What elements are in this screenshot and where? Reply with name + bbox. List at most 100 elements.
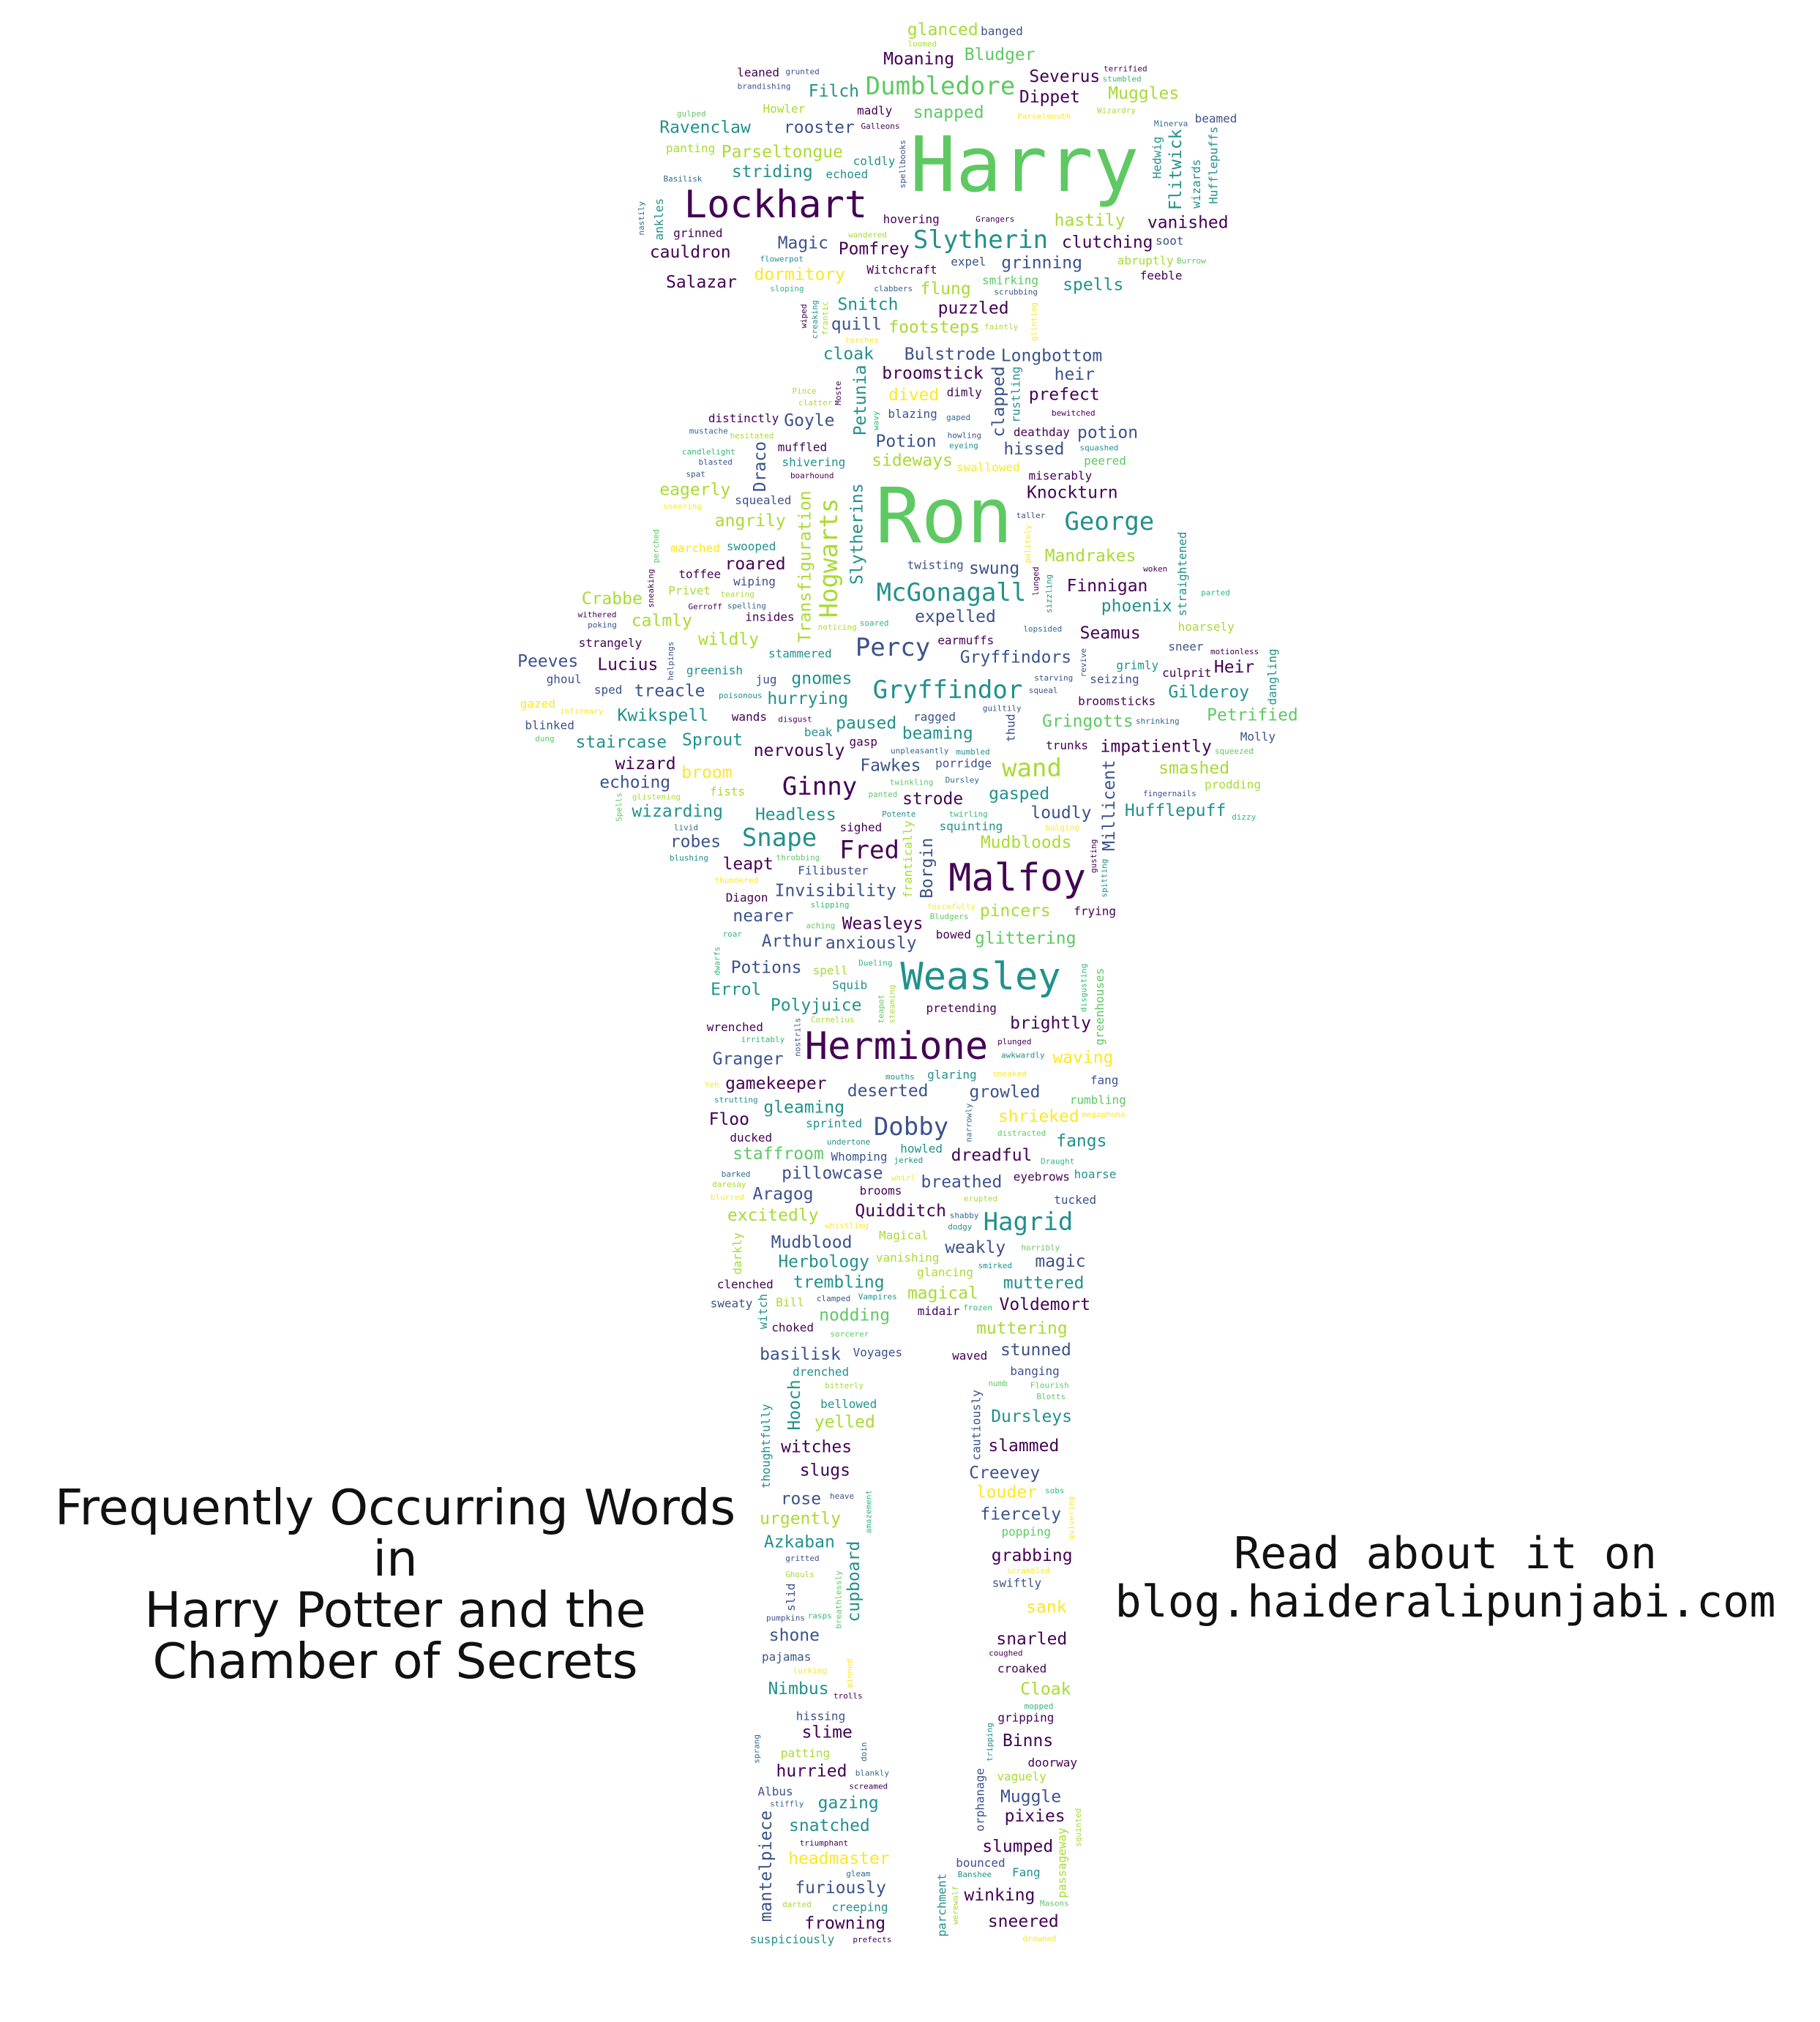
- cloud-word: vanished: [1147, 214, 1229, 233]
- cloud-word-small: strutting: [714, 1095, 758, 1104]
- cloud-word: marched: [670, 541, 719, 555]
- cloud-word: rustling: [1009, 367, 1023, 423]
- cloud-word: wizard: [615, 754, 675, 774]
- cloud-word-small: Yeh: [705, 1080, 719, 1090]
- cloud-word-small: nostrils: [793, 1018, 802, 1057]
- cloud-word: Errol: [711, 981, 761, 1000]
- cloud-word-small: throbbing: [776, 853, 820, 863]
- cloud-word: spells: [1063, 275, 1123, 294]
- cloud-word-small: parted: [1201, 588, 1230, 598]
- cloud-word: Harry: [910, 120, 1139, 209]
- cloud-word-small: mustache: [689, 427, 728, 436]
- cloud-word-small: awkwardly: [1001, 1050, 1045, 1060]
- cloud-word: Flitwick: [1166, 129, 1186, 210]
- cloud-word-small: wandered: [848, 230, 887, 239]
- cloud-word: pretending: [926, 1001, 997, 1015]
- cloud-word: spell: [813, 964, 848, 978]
- cloud-word-small: thundered: [714, 875, 758, 885]
- cloud-word-small: bewitched: [1052, 408, 1096, 418]
- caption-url[interactable]: blog.haideralipunjabi.com: [1115, 1576, 1776, 1628]
- cloud-word-small: squinted: [1074, 1808, 1083, 1847]
- cloud-word: Squib: [832, 978, 867, 992]
- cloud-word: grinned: [673, 226, 722, 240]
- cloud-word: sneered: [988, 1912, 1059, 1931]
- cloud-word-small: lurking: [793, 1666, 827, 1675]
- cloud-word: Severus: [1029, 67, 1100, 86]
- cloud-word: beamed: [1195, 112, 1237, 126]
- cloud-word: sprinted: [806, 1117, 862, 1131]
- cloud-word: excitedly: [727, 1206, 819, 1225]
- cloud-word-small: gleam: [846, 1869, 870, 1879]
- cloud-word: witch: [756, 1294, 770, 1329]
- cloud-word: impatiently: [1101, 738, 1212, 757]
- cloud-word-small: faintly: [984, 322, 1019, 332]
- cloud-word: staircase: [576, 733, 667, 752]
- cloud-word-small: scrubbing: [994, 287, 1038, 296]
- cloud-word-small: gaped: [946, 413, 970, 422]
- cloud-word-small: darted: [782, 1900, 812, 1909]
- cloud-word: magic: [1035, 1252, 1085, 1271]
- cloud-word-small: dizzy: [1232, 812, 1256, 822]
- cloud-word-small: shrinking: [1136, 716, 1180, 726]
- cloud-word: Gringotts: [1042, 712, 1134, 731]
- cloud-word: porridge: [935, 757, 992, 771]
- cloud-word-small: coughed: [989, 1648, 1022, 1658]
- cloud-word: muffled: [778, 440, 827, 454]
- cloud-word: thoughtfully: [759, 1404, 773, 1489]
- cloud-word-small: terrified: [1104, 64, 1147, 73]
- cloud-word: ghoul: [547, 672, 582, 686]
- cloud-word: Kwikspell: [617, 706, 708, 725]
- cloud-word: popping: [1002, 1525, 1051, 1539]
- cloud-word-small: flowerpot: [760, 255, 804, 264]
- cloud-word-small: frantic: [820, 302, 830, 335]
- cloud-word: dormitory: [754, 265, 845, 284]
- cloud-word: Hermione: [805, 1025, 988, 1068]
- cloud-word: phoenix: [1101, 596, 1172, 615]
- cloud-word-small: jerked: [894, 1156, 923, 1165]
- cloud-word-small: sloping: [770, 284, 804, 293]
- cloud-word: magical: [907, 1284, 978, 1303]
- cloud-word-small: sneering: [663, 501, 702, 511]
- cloud-word-small: withered: [578, 610, 617, 619]
- cloud-word: headmaster: [788, 1849, 889, 1868]
- cloud-word-small: creaking: [810, 300, 820, 339]
- cloud-word: Magical: [879, 1229, 928, 1243]
- cloud-word: Snape: [742, 823, 817, 853]
- cloud-word: earmuffs: [937, 633, 994, 647]
- cloud-word: panting: [666, 141, 715, 155]
- cloud-word: Transfiguration: [795, 490, 814, 643]
- cloud-word: Filibuster: [798, 864, 869, 877]
- cloud-word: Borgin: [918, 838, 937, 899]
- cloud-word: Quidditch: [855, 1202, 946, 1221]
- cloud-word: footsteps: [888, 318, 980, 337]
- cloud-word-small: undertone: [827, 1137, 871, 1147]
- cloud-word: Dippet: [1019, 88, 1080, 107]
- cloud-word-small: livid: [674, 823, 698, 832]
- cloud-word: Weasley: [900, 955, 1060, 999]
- cloud-word-small: Moste: [834, 381, 843, 405]
- cloud-word-small: howling: [948, 430, 981, 440]
- cloud-word: Weasleys: [842, 914, 924, 933]
- cloud-word: trembling: [793, 1273, 885, 1292]
- cloud-word-small: roar: [723, 929, 743, 939]
- cloud-word: Hufflepuff: [1125, 801, 1226, 820]
- cloud-word: prefect: [1029, 386, 1100, 405]
- cloud-word: vanishing: [876, 1251, 940, 1265]
- cloud-word: Magic: [778, 234, 828, 253]
- cloud-word: Arthur: [762, 932, 823, 951]
- cloud-word-small: horribly: [1021, 1243, 1060, 1252]
- cloud-word-small: helpings: [666, 642, 675, 681]
- cloud-word-small: whirl: [891, 1173, 915, 1183]
- cloud-word: Granger: [713, 1049, 784, 1068]
- cloud-word: Petunia: [851, 364, 870, 435]
- cloud-word-small: sneaked: [992, 1069, 1026, 1079]
- cloud-word: potion: [1077, 424, 1138, 443]
- cloud-word-small: plunged: [997, 1037, 1031, 1046]
- cloud-word: Gryffindor: [873, 675, 1023, 705]
- cloud-word: darkly: [730, 1232, 744, 1275]
- cloud-word: clapped: [989, 366, 1008, 437]
- cloud-word: Mudblood: [771, 1233, 853, 1252]
- cloud-word: slid: [784, 1583, 798, 1611]
- cloud-word: leapt: [723, 855, 774, 874]
- cloud-word-small: woken: [1143, 564, 1167, 574]
